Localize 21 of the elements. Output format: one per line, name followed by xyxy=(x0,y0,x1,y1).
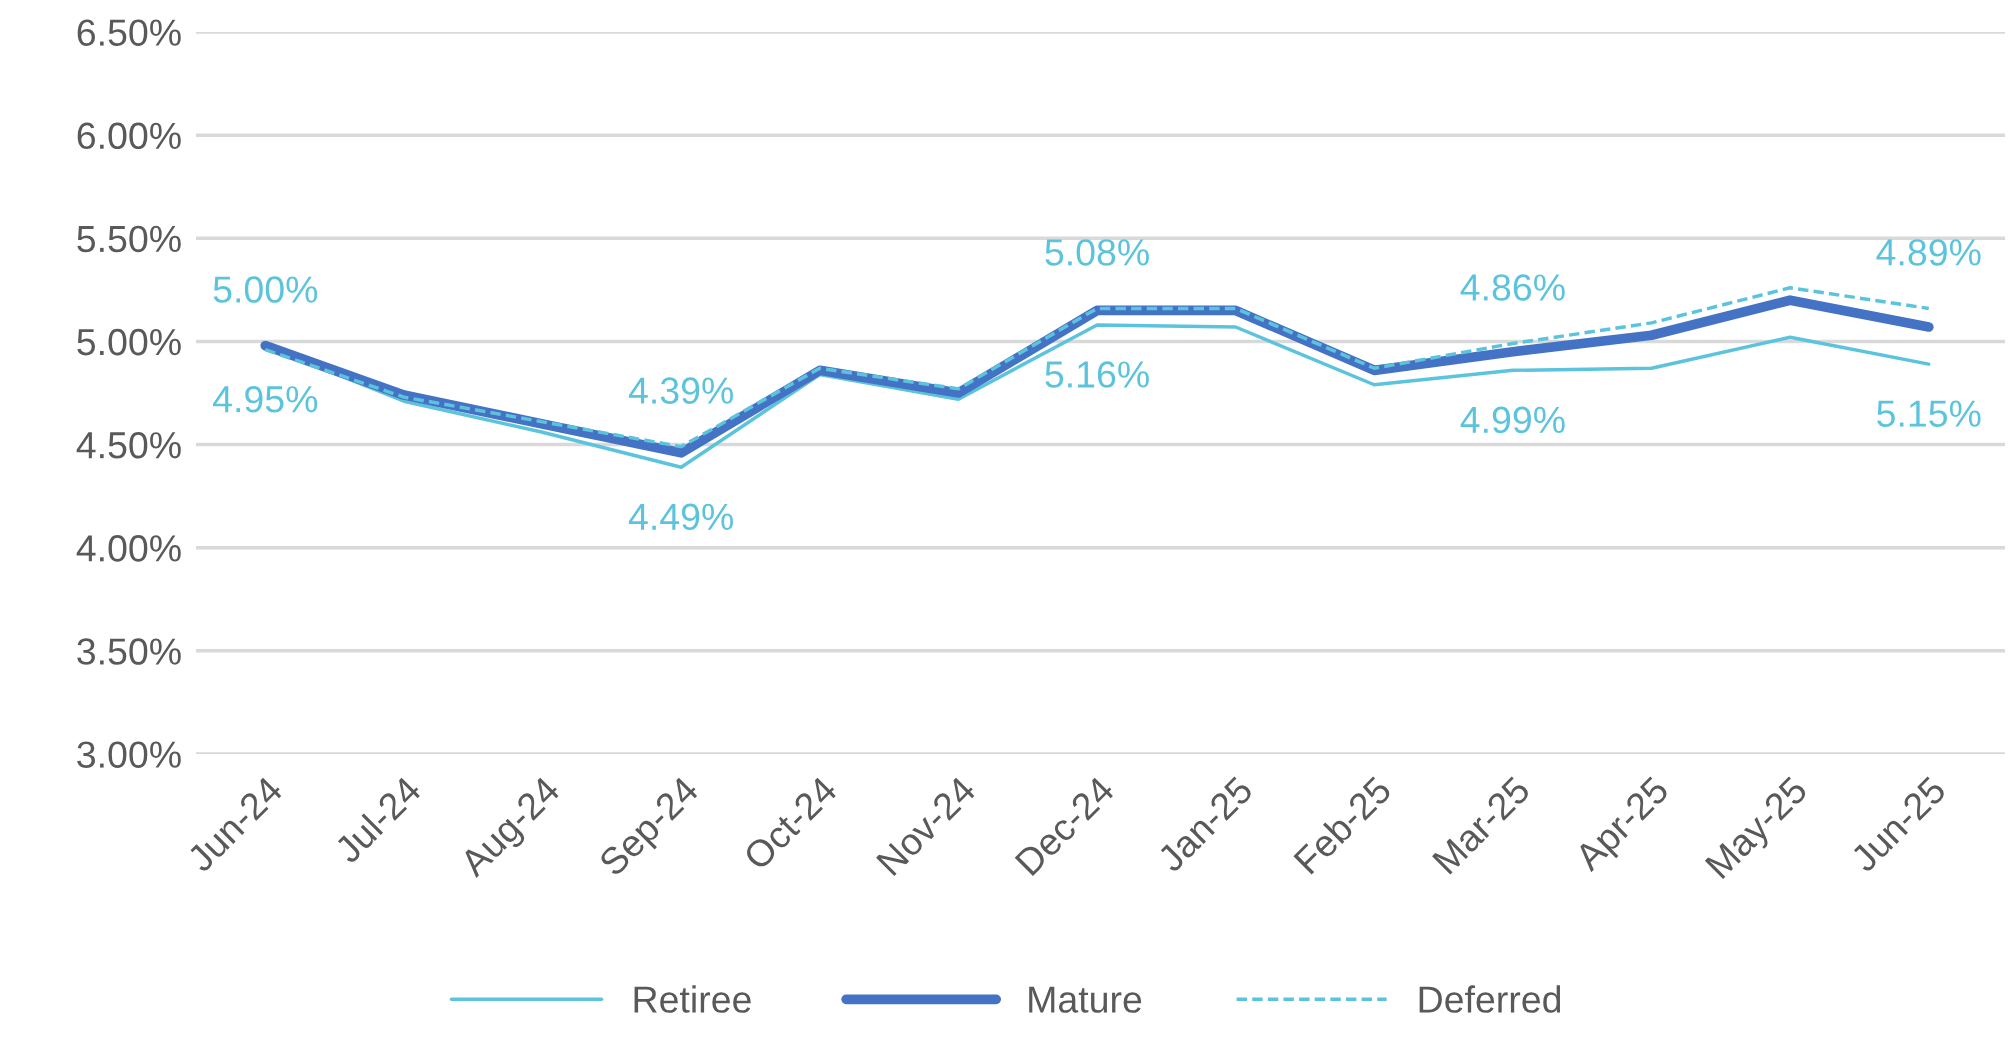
annotation: 5.00% xyxy=(213,276,318,303)
annotation: 4.99% xyxy=(1460,406,1565,434)
y-tick-label: 5.50% xyxy=(77,225,181,253)
annotation: 5.15% xyxy=(1877,400,1981,427)
y-tick-label: 4.50% xyxy=(76,431,181,459)
annotation: 5.16% xyxy=(1045,361,1149,388)
legend-label: Mature xyxy=(1029,986,1142,1013)
y-tick-label: 3.50% xyxy=(77,638,181,665)
legend-label: Deferred xyxy=(1419,985,1561,1013)
annotation: 4.49% xyxy=(628,503,734,531)
annotation: 4.39% xyxy=(628,377,734,404)
y-tick-label: 3.00% xyxy=(77,741,181,768)
y-tick-label: 6.00% xyxy=(77,122,181,150)
y-tick-label: 5.00% xyxy=(77,328,181,356)
legend-label: Retiree xyxy=(634,985,751,1013)
annotation: 4.89% xyxy=(1876,239,1981,266)
y-tick-label: 6.50% xyxy=(77,19,181,46)
annotation: 4.95% xyxy=(213,385,318,413)
annotation: 4.86% xyxy=(1460,274,1565,301)
annotation: 5.08% xyxy=(1045,239,1149,266)
y-tick-label: 4.00% xyxy=(76,535,181,562)
